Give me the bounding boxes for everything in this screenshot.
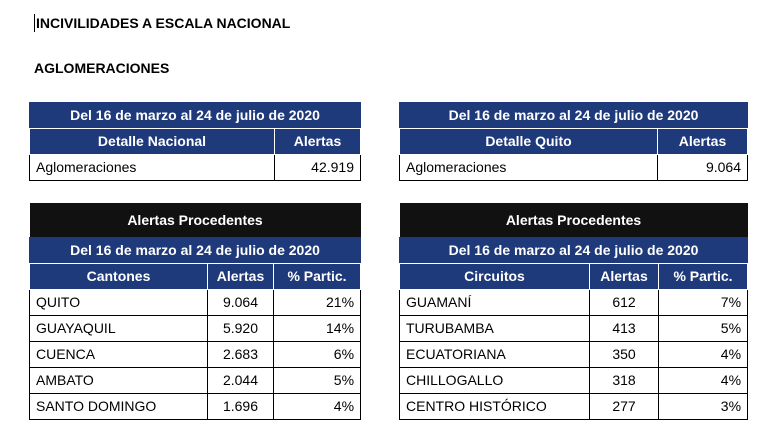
table-row: ECUATORIANA 350 4% [399,341,749,368]
canton-alerts: 2.683 [207,341,274,368]
canton-percent: 4% [272,393,362,420]
canton-alerts: 2.044 [207,367,274,394]
period-label: Del 16 de marzo al 24 de julio de 2020 [28,237,362,264]
table-row: SANTO DOMINGO 1.696 4% [29,393,362,420]
period-row: Del 16 de marzo al 24 de julio de 2020 [29,102,361,129]
row-label: Aglomeraciones [399,154,658,181]
column-header-detail: Detalle Quito [399,128,658,155]
circuit-name: ECUATORIANA [399,341,590,368]
canton-alerts: 9.064 [207,289,274,316]
period-label: Del 16 de marzo al 24 de julio de 2020 [29,102,361,129]
table-row: AMBATO 2.044 5% [29,367,362,394]
circuit-alerts: 318 [589,367,659,394]
circuit-name: CENTRO HISTÓRICO [399,393,590,420]
circuit-name: CHILLOGALLO [399,367,590,394]
canton-name: CUENCA [29,341,208,368]
table-row: GUAMANÍ 612 7% [399,289,749,316]
canton-name: AMBATO [29,367,208,394]
row-value: 9.064 [657,154,748,181]
cantons-table: Alertas Procedentes Del 16 de marzo al 2… [28,203,362,420]
canton-name: SANTO DOMINGO [29,393,208,420]
period-label: Del 16 de marzo al 24 de julio de 2020 [398,237,749,264]
period-row: Del 16 de marzo al 24 de julio de 2020 [399,102,748,129]
header-row: Detalle Quito Alertas [399,128,748,155]
quito-summary-table: Del 16 de marzo al 24 de julio de 2020 D… [399,102,748,181]
column-header-alerts: Alertas [207,263,274,290]
circuit-alerts: 612 [589,289,659,316]
circuit-percent: 7% [657,289,749,316]
circuit-name: TURUBAMBA [399,315,590,342]
canton-alerts: 1.696 [207,393,274,420]
heading-row: Alertas Procedentes [29,203,361,238]
row-value: 42.919 [274,154,361,181]
column-header-alerts: Alertas [589,263,659,290]
section-subtitle: AGLOMERACIONES [34,60,170,76]
national-summary-table: Del 16 de marzo al 24 de julio de 2020 D… [29,102,361,181]
canton-name: QUITO [29,289,208,316]
table-row: QUITO 9.064 21% [29,289,362,316]
column-header-cantons: Cantones [29,263,208,290]
column-header-circuits: Circuitos [399,263,590,290]
canton-alerts: 5.920 [207,315,274,342]
circuit-alerts: 277 [589,393,659,420]
table-row: CUENCA 2.683 6% [29,341,362,368]
period-row: Del 16 de marzo al 24 de julio de 2020 [398,237,749,264]
column-header-percent: % Partic. [657,263,749,290]
column-header-alerts: Alertas [657,128,748,155]
table-row: CENTRO HISTÓRICO 277 3% [399,393,749,420]
circuit-percent: 5% [657,315,749,342]
heading-row: Alertas Procedentes [399,203,748,238]
row-label: Aglomeraciones [29,154,275,181]
table-row: CHILLOGALLO 318 4% [399,367,749,394]
header-row: Circuitos Alertas % Partic. [399,263,749,290]
circuits-table: Alertas Procedentes Del 16 de marzo al 2… [398,203,749,420]
table-heading: Alertas Procedentes [29,203,361,238]
header-row: Cantones Alertas % Partic. [29,263,362,290]
table-row: TURUBAMBA 413 5% [399,315,749,342]
column-header-alerts: Alertas [274,128,361,155]
table-row: Aglomeraciones 42.919 [29,154,361,181]
page-title: INCIVILIDADES A ESCALA NACIONAL [34,14,291,32]
canton-name: GUAYAQUIL [29,315,208,342]
period-label: Del 16 de marzo al 24 de julio de 2020 [399,102,748,129]
circuit-alerts: 413 [589,315,659,342]
table-row: GUAYAQUIL 5.920 14% [29,315,362,342]
table-heading: Alertas Procedentes [399,203,748,238]
header-row: Detalle Nacional Alertas [29,128,361,155]
table-row: Aglomeraciones 9.064 [399,154,748,181]
circuit-percent: 3% [657,393,749,420]
circuit-percent: 4% [657,341,749,368]
circuit-alerts: 350 [589,341,659,368]
column-header-percent: % Partic. [272,263,362,290]
canton-percent: 21% [272,289,362,316]
canton-percent: 6% [272,341,362,368]
column-header-detail: Detalle Nacional [29,128,275,155]
canton-percent: 5% [272,367,362,394]
circuit-name: GUAMANÍ [399,289,590,316]
circuit-percent: 4% [657,367,749,394]
canton-percent: 14% [272,315,362,342]
period-row: Del 16 de marzo al 24 de julio de 2020 [28,237,362,264]
